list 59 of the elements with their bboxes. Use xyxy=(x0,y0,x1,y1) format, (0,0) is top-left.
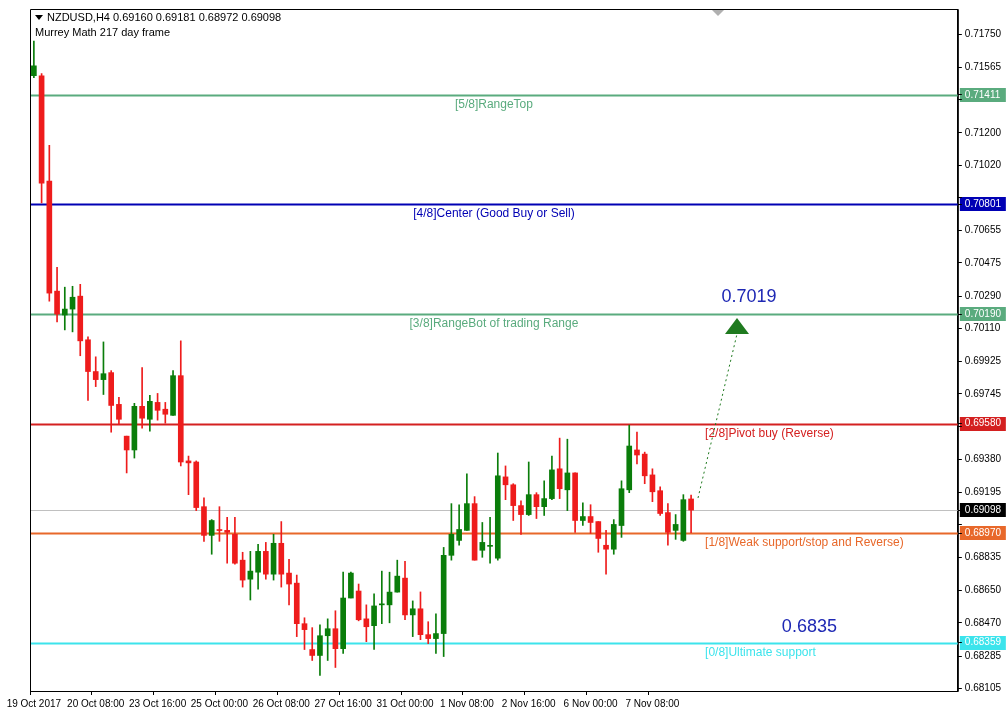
y-tick-label: 0.70110 xyxy=(964,322,1001,334)
x-tick-label: 7 Nov 08:00 xyxy=(625,697,680,709)
y-tick-label: 0.71565 xyxy=(964,61,1002,73)
ref-line-label: [2/8]Pivot buy (Reverse) xyxy=(705,425,834,440)
annotation: 0.7019 xyxy=(721,286,777,307)
candlestick xyxy=(224,517,230,564)
y-tick-label: 0.69098 xyxy=(964,503,1002,515)
y-tick-label: 0.69745 xyxy=(964,387,1002,399)
y-tick-label: 0.69195 xyxy=(964,486,1002,498)
candlestick xyxy=(425,621,432,644)
y-tick-label: 0.71750 xyxy=(964,27,1002,39)
x-tick-label: 1 Nov 08:00 xyxy=(439,697,495,709)
y-tick-label: 0.70475 xyxy=(964,256,1002,268)
y-tick-label: 0.68359 xyxy=(964,636,1002,648)
candlestick xyxy=(433,613,439,654)
x-tick-label: 25 Oct 00:00 xyxy=(190,697,249,709)
x-tick-label: 27 Oct 16:00 xyxy=(314,697,373,709)
y-tick-label: 0.69580 xyxy=(964,417,1002,429)
candlestick xyxy=(580,502,586,526)
candlestick xyxy=(487,517,493,564)
y-tick-label: 0.68970 xyxy=(964,526,1002,538)
x-tick-label: 26 Oct 08:00 xyxy=(252,697,311,709)
ref-line-label: [0/8]Ultimate support xyxy=(705,644,817,659)
candlestick xyxy=(61,286,68,331)
x-tick-label: 6 Nov 00:00 xyxy=(563,697,618,709)
ref-line-label: [1/8]Weak support/stop and Reverse) xyxy=(705,534,904,549)
ref-line-label: [5/8]RangeTop xyxy=(454,96,534,111)
text: Murrey Math 217 day frame xyxy=(35,26,171,38)
ref-line-label: [3/8]RangeBot of trading Range xyxy=(409,315,579,330)
x-tick-label: 20 Oct 08:00 xyxy=(67,697,125,709)
candlestick xyxy=(634,431,640,465)
y-tick-label: 0.70655 xyxy=(964,224,1002,236)
y-tick-label: 0.71200 xyxy=(964,126,1002,138)
annotation: 0.6835 xyxy=(781,616,837,637)
x-tick-label: 31 Oct 00:00 xyxy=(376,697,435,709)
y-tick-label: 0.70190 xyxy=(964,307,1002,319)
y-tick-label: 0.68835 xyxy=(964,551,1002,563)
y-tick-label: 0.68105 xyxy=(964,682,1002,694)
candlestick xyxy=(139,367,145,429)
y-tick-label: 0.69380 xyxy=(964,453,1002,465)
x-tick-label: 19 Oct 2017 xyxy=(6,697,62,709)
y-tick-label: 0.68470 xyxy=(964,616,1002,628)
y-tick-label: 0.69925 xyxy=(964,355,1002,367)
chart-title: NZDUSD,H4 0.69160 0.69181 0.68972 0.69098 xyxy=(47,11,282,23)
candlestick xyxy=(479,522,486,558)
x-tick-label: 23 Oct 16:00 xyxy=(128,697,187,709)
candlestick xyxy=(309,627,316,661)
y-tick-label: 0.71020 xyxy=(964,158,1002,170)
ref-line-label: [4/8]Center (Good Buy or Sell) xyxy=(413,205,575,220)
y-tick-label: 0.71411 xyxy=(964,88,1001,100)
x-tick-label: 2 Nov 16:00 xyxy=(501,697,557,709)
y-tick-label: 0.70801 xyxy=(964,198,1002,210)
candlestick xyxy=(286,558,292,606)
y-tick-label: 0.68285 xyxy=(964,649,1002,661)
candlestick xyxy=(603,530,609,575)
y-tick-label: 0.68650 xyxy=(964,584,1002,596)
candlestick xyxy=(409,600,416,637)
candlestick xyxy=(324,618,331,661)
y-tick-label: 0.70290 xyxy=(964,289,1002,301)
